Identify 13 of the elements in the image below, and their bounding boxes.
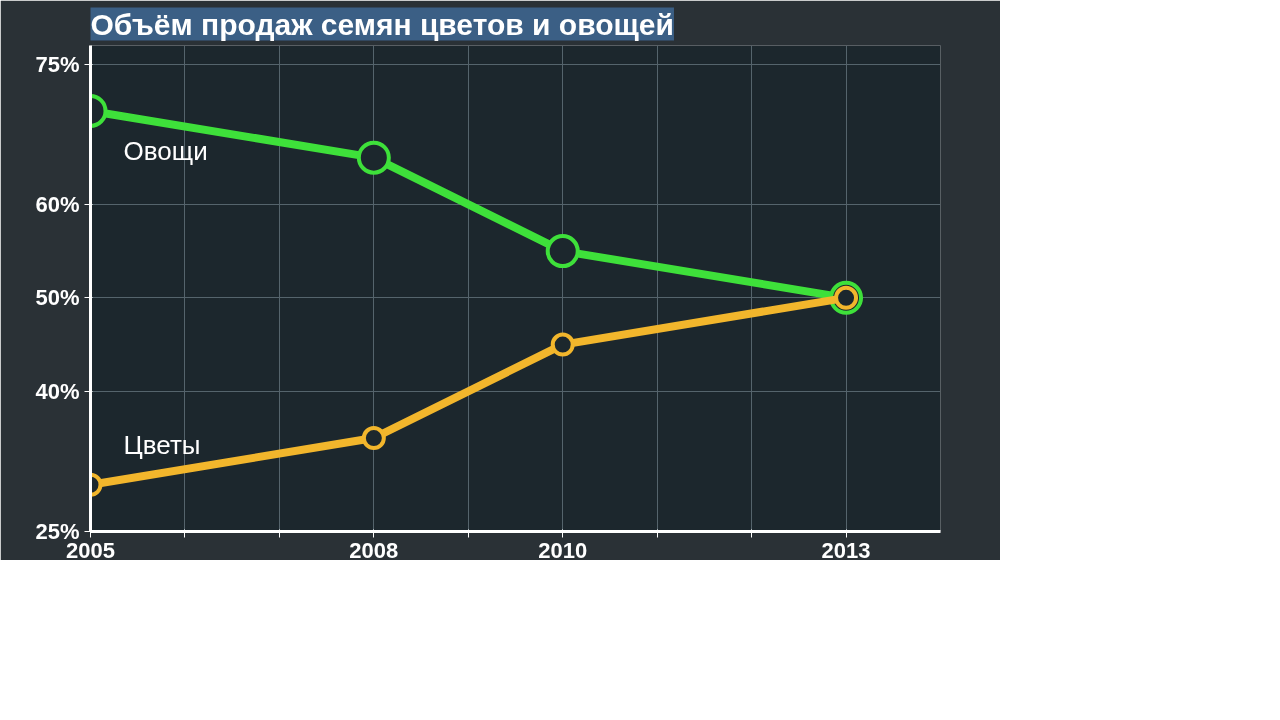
- y-tick-label: 40%: [35, 378, 80, 404]
- x-tick-label: 2008: [349, 537, 399, 563]
- y-tick-label: 60%: [35, 191, 80, 217]
- x-tick-label: 2010: [538, 537, 588, 563]
- chart-title: Объём продаж семян цветов и овощей: [90, 7, 674, 41]
- point: [545, 234, 580, 269]
- series-label: Цветы: [123, 429, 201, 460]
- y-tick-label: 50%: [35, 285, 80, 311]
- y-tick-label: 25%: [35, 519, 80, 544]
- series-label: Овощи: [123, 135, 208, 166]
- y-tick-label: 75%: [35, 51, 80, 77]
- x-tick-label: 2013: [821, 537, 871, 563]
- point: [550, 332, 575, 357]
